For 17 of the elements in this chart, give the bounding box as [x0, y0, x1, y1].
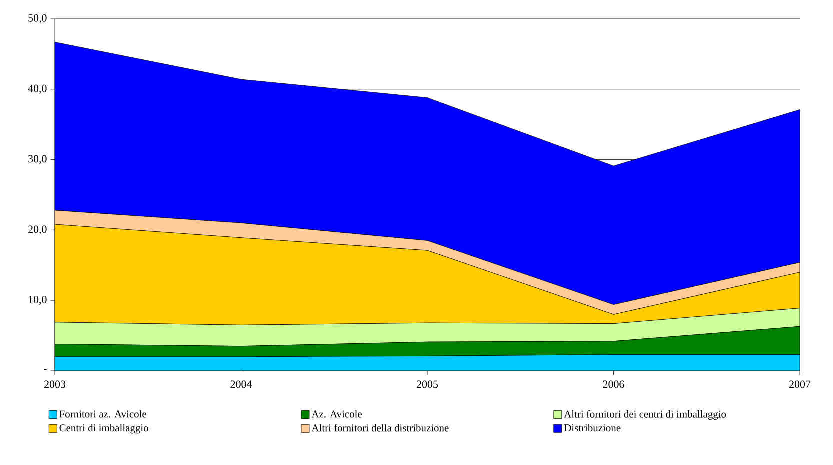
legend-label: Az. Avicole [312, 410, 362, 418]
y-tick-label: 30,0 [28, 155, 47, 164]
x-tick-label: 2003 [44, 380, 66, 388]
legend-label: Altri fornitori dei centri di imballaggio [564, 410, 726, 420]
x-tick-label: 2007 [790, 380, 811, 388]
x-tick-label: 2005 [417, 380, 438, 388]
legend-label: Altri fornitori della distribuzione [312, 424, 449, 432]
legend-label: Distribuzione [564, 424, 621, 432]
y-tick-label: 40,0 [28, 84, 47, 94]
x-tick-label: 2004 [230, 380, 252, 388]
y-tick-label: 50,0 [28, 14, 47, 24]
y-tick-label: 20,0 [28, 226, 47, 235]
legend-label: Fornitori az. Avicole [60, 410, 147, 418]
y-tick-label: 10,0 [29, 296, 47, 306]
y-tick-label: - [44, 369, 47, 370]
x-tick-label: 2006 [603, 380, 624, 388]
legend-label: Centri di imballaggio [60, 424, 148, 434]
